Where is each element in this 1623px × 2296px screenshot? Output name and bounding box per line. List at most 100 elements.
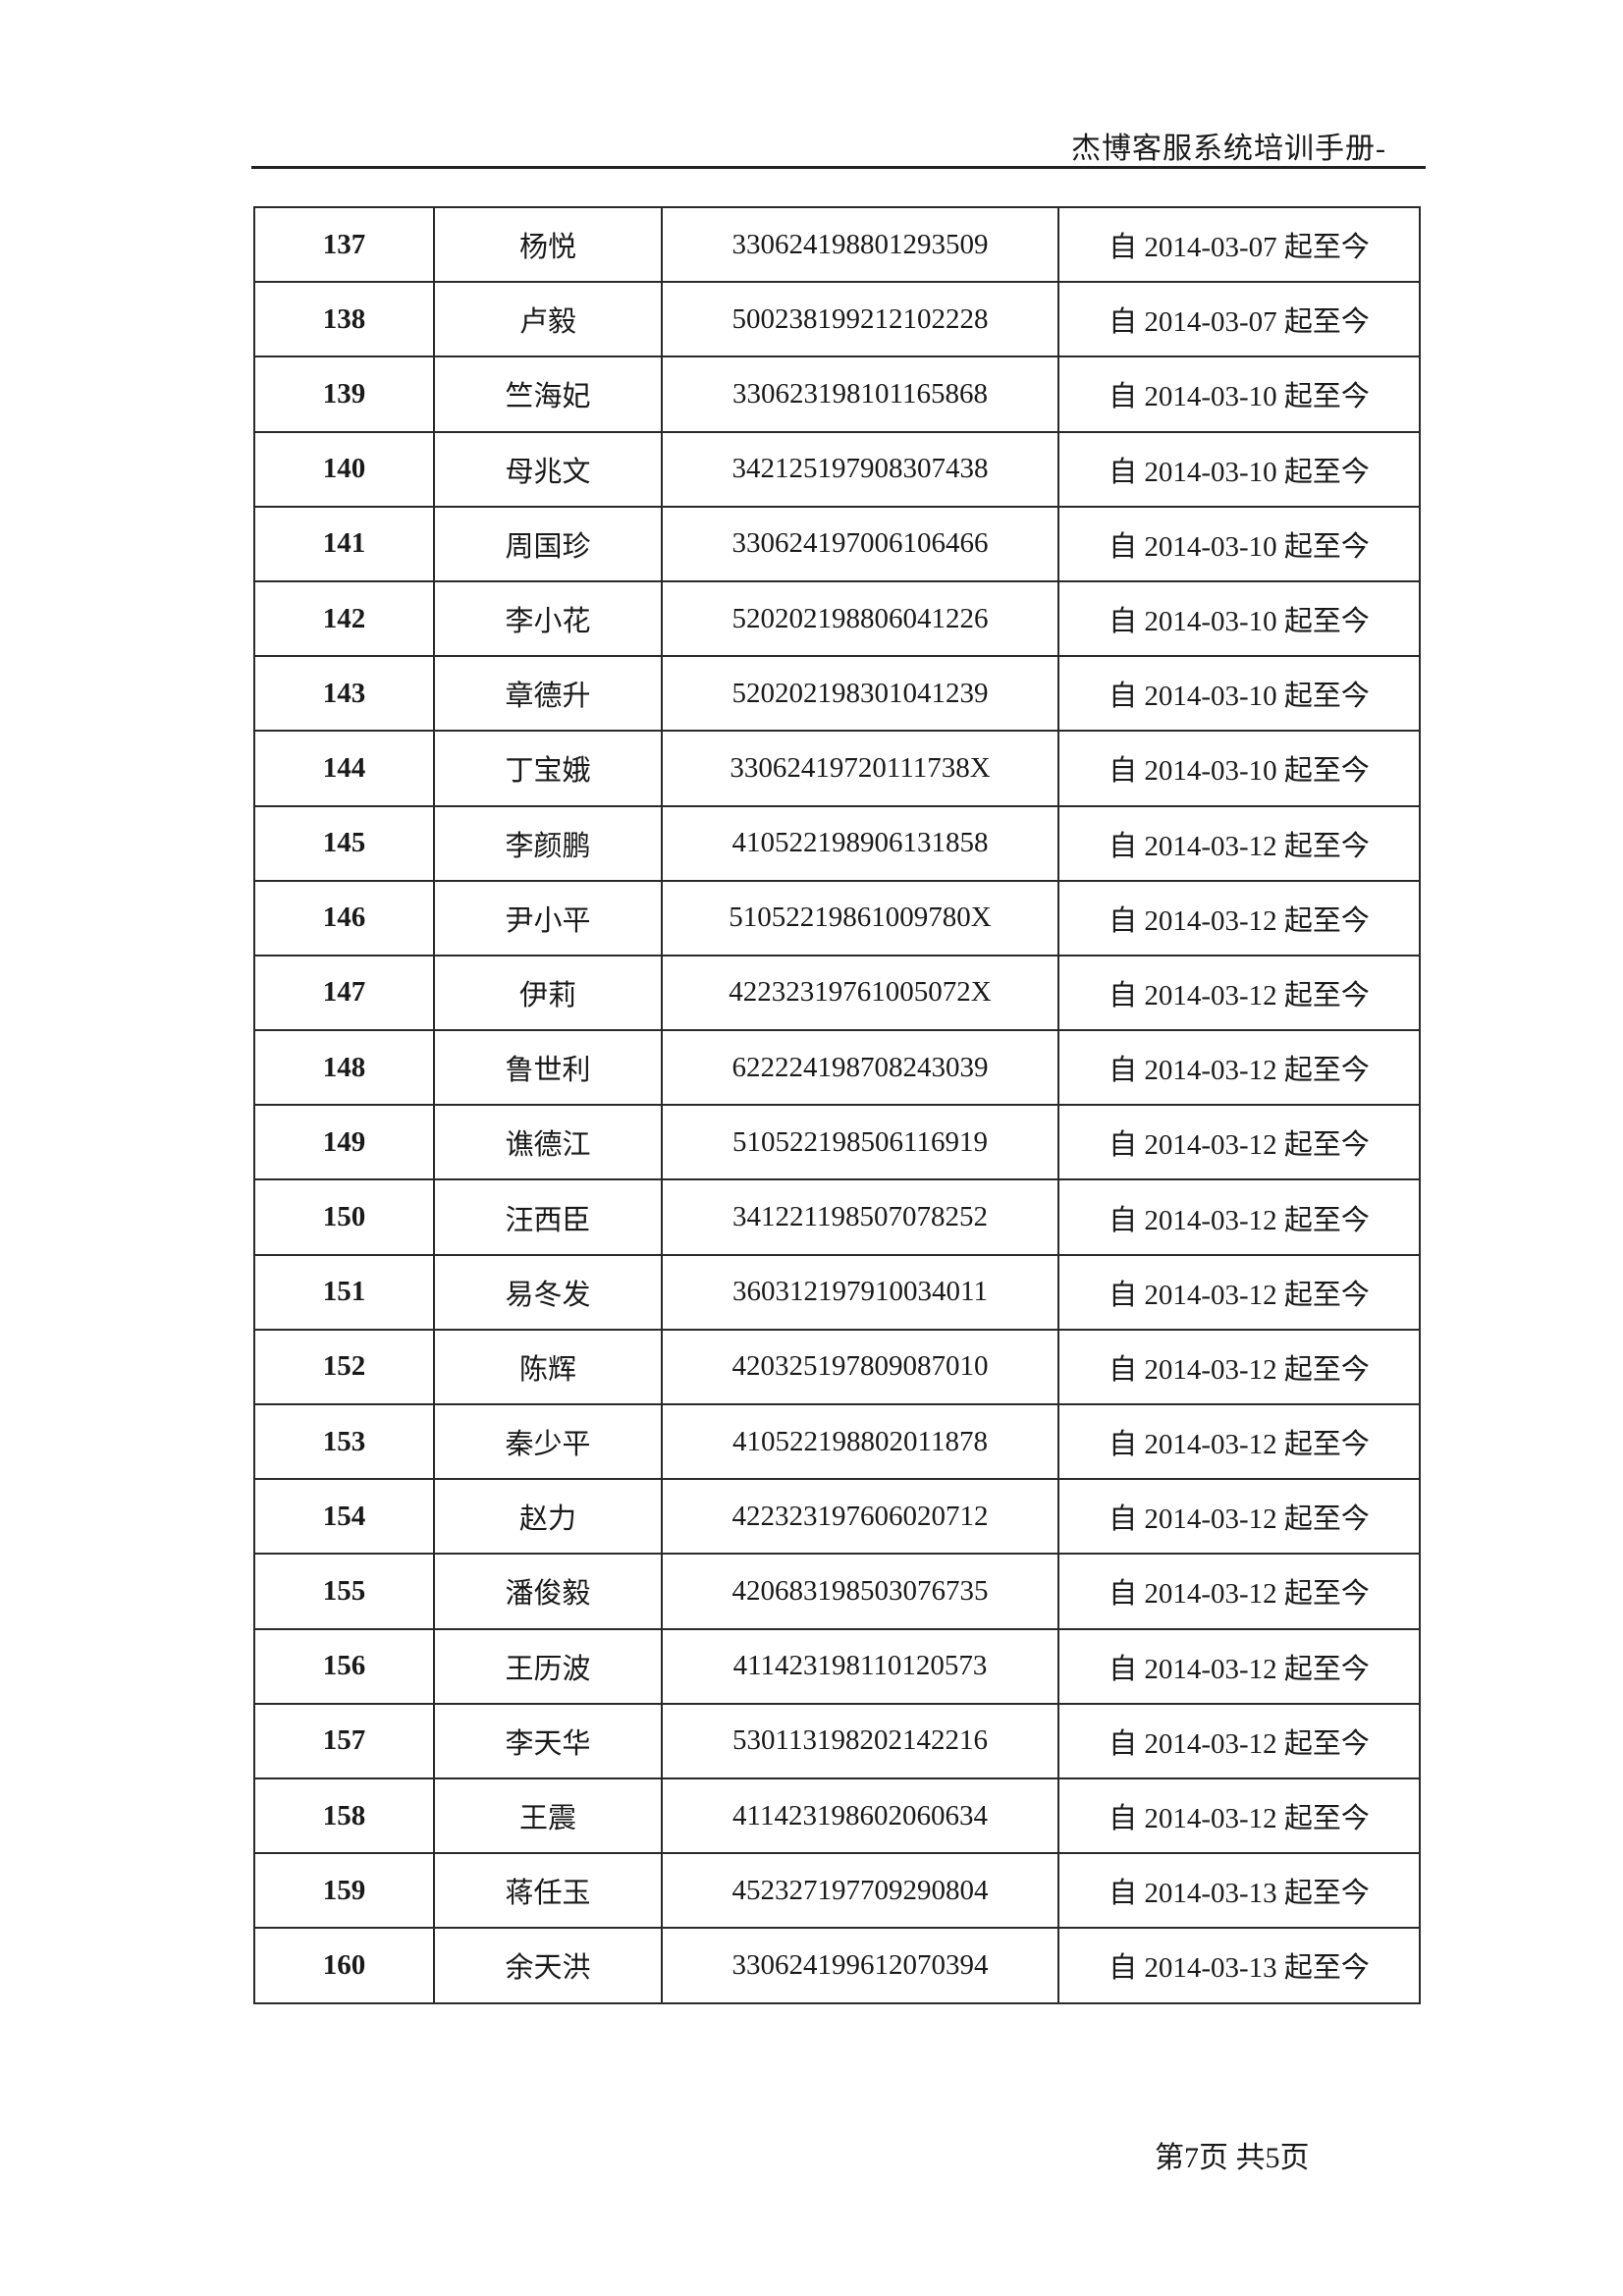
id-number-cell: 342125197908307438 — [661, 430, 1059, 508]
id-number-cell: 51052219861009780X — [661, 879, 1059, 957]
id-number-cell: 530113198202142216 — [661, 1702, 1059, 1779]
employment-period-cell: 自 2014-03-10 起至今 — [1057, 505, 1421, 582]
row-number-cell: 148 — [253, 1029, 435, 1107]
row-number-cell: 154 — [253, 1478, 435, 1556]
id-number-cell: 622224198708243039 — [661, 1029, 1059, 1107]
row-number-cell: 157 — [253, 1702, 435, 1779]
employment-period-cell: 自 2014-03-12 起至今 — [1057, 1328, 1421, 1406]
staff-table: 137 杨悦 330624198801293509 自 2014-03-07 起至今 1… — [253, 205, 1421, 2004]
id-number-cell: 330624198801293509 — [661, 205, 1059, 284]
name-cell: 章德升 — [433, 655, 663, 733]
id-number-cell: 420683198503076735 — [661, 1553, 1059, 1630]
table-row: 150 汪西臣 341221198507078252 自 2014-03-12 起至今 — [253, 1178, 1421, 1256]
table-row: 156 王历波 411423198110120573 自 2014-03-12 起至今 — [253, 1627, 1421, 1705]
id-number-cell: 520202198806041226 — [661, 579, 1059, 658]
row-number-cell: 156 — [253, 1627, 435, 1705]
name-cell: 赵力 — [433, 1478, 663, 1556]
page-number: 第7页 共5页 — [1155, 2142, 1310, 2174]
employment-period-cell: 自 2014-03-12 起至今 — [1057, 1402, 1421, 1481]
employment-period-cell: 自 2014-03-07 起至今 — [1057, 281, 1421, 358]
name-cell: 丁宝娥 — [433, 730, 663, 807]
name-cell: 卢毅 — [433, 281, 663, 358]
table-row: 137 杨悦 330624198801293509 自 2014-03-07 起至今 — [253, 205, 1421, 284]
name-cell: 伊莉 — [433, 954, 663, 1032]
row-number-cell: 152 — [253, 1328, 435, 1406]
row-number-cell: 144 — [253, 730, 435, 807]
table-row: 148 鲁世利 622224198708243039 自 2014-03-12 起至今 — [253, 1029, 1421, 1107]
name-cell: 秦少平 — [433, 1402, 663, 1481]
name-cell: 陈辉 — [433, 1328, 663, 1406]
employment-period-cell: 自 2014-03-12 起至今 — [1057, 1478, 1421, 1556]
table-row: 139 竺海妃 330623198101165868 自 2014-03-10 起至今 — [253, 355, 1421, 433]
employment-period-cell: 自 2014-03-10 起至今 — [1057, 579, 1421, 658]
id-number-cell: 411423198602060634 — [661, 1777, 1059, 1855]
table-row: 160 余天洪 330624199612070394 自 2014-03-13 起至今 — [253, 1927, 1421, 2004]
employment-period-cell: 自 2014-03-12 起至今 — [1057, 1029, 1421, 1107]
table-row: 144 丁宝娥 33062419720111738X 自 2014-03-10 起至今 — [253, 730, 1421, 807]
table-row: 142 李小花 520202198806041226 自 2014-03-10 起至今 — [253, 579, 1421, 658]
row-number-cell: 141 — [253, 505, 435, 582]
name-cell: 汪西臣 — [433, 1178, 663, 1256]
id-number-cell: 360312197910034011 — [661, 1253, 1059, 1331]
table-row: 152 陈辉 420325197809087010 自 2014-03-12 起至今 — [253, 1328, 1421, 1406]
document-header-title: 杰博客服系统培训手册- — [1071, 133, 1386, 165]
table-row: 159 蒋任玉 452327197709290804 自 2014-03-13 起至今 — [253, 1852, 1421, 1930]
name-cell: 李小花 — [433, 579, 663, 658]
employment-period-cell: 自 2014-03-12 起至今 — [1057, 1777, 1421, 1855]
name-cell: 易冬发 — [433, 1253, 663, 1331]
id-number-cell: 341221198507078252 — [661, 1178, 1059, 1256]
id-number-cell: 520202198301041239 — [661, 655, 1059, 733]
row-number-cell: 143 — [253, 655, 435, 733]
id-number-cell: 410522198906131858 — [661, 804, 1059, 882]
name-cell: 谯德江 — [433, 1104, 663, 1181]
name-cell: 王历波 — [433, 1627, 663, 1705]
table-row: 149 谯德江 510522198506116919 自 2014-03-12 起至今 — [253, 1104, 1421, 1181]
row-number-cell: 137 — [253, 205, 435, 284]
table-row: 157 李天华 530113198202142216 自 2014-03-12 起至今 — [253, 1702, 1421, 1779]
employment-period-cell: 自 2014-03-13 起至今 — [1057, 1927, 1421, 2004]
name-cell: 竺海妃 — [433, 355, 663, 433]
name-cell: 余天洪 — [433, 1927, 663, 2004]
row-number-cell: 150 — [253, 1178, 435, 1256]
table-row: 145 李颜鹏 410522198906131858 自 2014-03-12 起至今 — [253, 804, 1421, 882]
table-row: 147 伊莉 42232319761005072X 自 2014-03-12 起至今 — [253, 954, 1421, 1032]
name-cell: 蒋任玉 — [433, 1852, 663, 1930]
employment-period-cell: 自 2014-03-12 起至今 — [1057, 879, 1421, 957]
employment-period-cell: 自 2014-03-13 起至今 — [1057, 1852, 1421, 1930]
employment-period-cell: 自 2014-03-12 起至今 — [1057, 1553, 1421, 1630]
id-number-cell: 330624197006106466 — [661, 505, 1059, 582]
employment-period-cell: 自 2014-03-10 起至今 — [1057, 430, 1421, 508]
table-row: 146 尹小平 51052219861009780X 自 2014-03-12 起至今 — [253, 879, 1421, 957]
employment-period-cell: 自 2014-03-12 起至今 — [1057, 1178, 1421, 1256]
id-number-cell: 330623198101165868 — [661, 355, 1059, 433]
row-number-cell: 147 — [253, 954, 435, 1032]
table-row: 155 潘俊毅 420683198503076735 自 2014-03-12 起至今 — [253, 1553, 1421, 1630]
row-number-cell: 151 — [253, 1253, 435, 1331]
table-row: 158 王震 411423198602060634 自 2014-03-12 起至今 — [253, 1777, 1421, 1855]
name-cell: 杨悦 — [433, 205, 663, 284]
row-number-cell: 145 — [253, 804, 435, 882]
table-row: 141 周国珍 330624197006106466 自 2014-03-10 起至今 — [253, 505, 1421, 582]
name-cell: 王震 — [433, 1777, 663, 1855]
row-number-cell: 149 — [253, 1104, 435, 1181]
id-number-cell: 420325197809087010 — [661, 1328, 1059, 1406]
name-cell: 鲁世利 — [433, 1029, 663, 1107]
id-number-cell: 330624199612070394 — [661, 1927, 1059, 2004]
name-cell: 李颜鹏 — [433, 804, 663, 882]
table-row: 153 秦少平 410522198802011878 自 2014-03-12 起至今 — [253, 1402, 1421, 1481]
table-row: 140 母兆文 342125197908307438 自 2014-03-10 起至今 — [253, 430, 1421, 508]
row-number-cell: 142 — [253, 579, 435, 658]
row-number-cell: 140 — [253, 430, 435, 508]
id-number-cell: 33062419720111738X — [661, 730, 1059, 807]
name-cell: 李天华 — [433, 1702, 663, 1779]
id-number-cell: 42232319761005072X — [661, 954, 1059, 1032]
id-number-cell: 411423198110120573 — [661, 1627, 1059, 1705]
row-number-cell: 153 — [253, 1402, 435, 1481]
row-number-cell: 158 — [253, 1777, 435, 1855]
name-cell: 尹小平 — [433, 879, 663, 957]
row-number-cell: 146 — [253, 879, 435, 957]
row-number-cell: 155 — [253, 1553, 435, 1630]
row-number-cell: 138 — [253, 281, 435, 358]
row-number-cell: 139 — [253, 355, 435, 433]
employment-period-cell: 自 2014-03-10 起至今 — [1057, 730, 1421, 807]
